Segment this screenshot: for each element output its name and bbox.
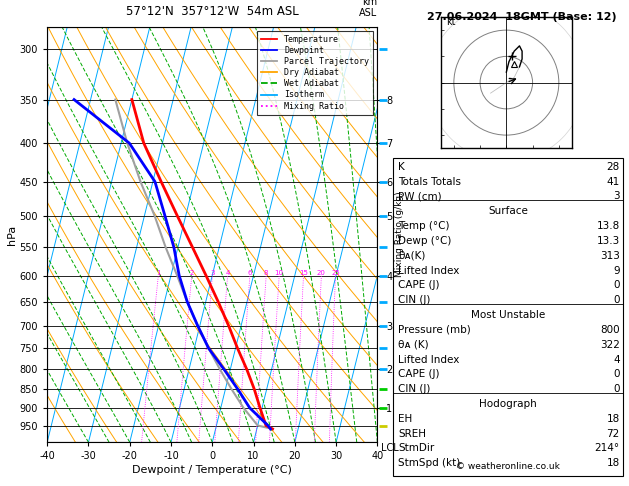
Text: 0: 0 (613, 295, 620, 305)
Text: kt: kt (446, 17, 455, 27)
Text: 3: 3 (210, 270, 214, 276)
Text: CAPE (J): CAPE (J) (398, 369, 440, 380)
Text: 1: 1 (156, 270, 160, 276)
Text: 25: 25 (331, 270, 340, 276)
Text: LCL: LCL (381, 443, 398, 453)
Text: 10: 10 (275, 270, 284, 276)
Text: 28: 28 (606, 162, 620, 172)
Text: Hodograph: Hodograph (479, 399, 537, 409)
Text: PW (cm): PW (cm) (398, 191, 442, 202)
Text: 18: 18 (606, 458, 620, 469)
Text: 4: 4 (613, 354, 620, 364)
Text: K: K (398, 162, 405, 172)
Text: 13.8: 13.8 (596, 221, 620, 231)
Text: Surface: Surface (488, 206, 528, 216)
Text: 0: 0 (613, 384, 620, 394)
Text: © weatheronline.co.uk: © weatheronline.co.uk (456, 462, 560, 471)
Legend: Temperature, Dewpoint, Parcel Trajectory, Dry Adiabat, Wet Adiabat, Isotherm, Mi: Temperature, Dewpoint, Parcel Trajectory… (257, 31, 373, 115)
Text: 13.3: 13.3 (596, 236, 620, 246)
Text: CAPE (J): CAPE (J) (398, 280, 440, 291)
Text: CIN (J): CIN (J) (398, 384, 430, 394)
Text: 214°: 214° (594, 443, 620, 453)
Y-axis label: hPa: hPa (7, 225, 17, 244)
Text: 18: 18 (606, 414, 620, 424)
Text: 6: 6 (248, 270, 252, 276)
Text: Lifted Index: Lifted Index (398, 354, 460, 364)
Text: θᴀ (K): θᴀ (K) (398, 340, 429, 350)
Text: 20: 20 (317, 270, 326, 276)
Text: 8: 8 (264, 270, 269, 276)
Text: CIN (J): CIN (J) (398, 295, 430, 305)
Text: EH: EH (398, 414, 413, 424)
Text: Pressure (mb): Pressure (mb) (398, 325, 471, 335)
Text: 57°12'N  357°12'W  54m ASL: 57°12'N 357°12'W 54m ASL (126, 5, 299, 18)
Text: 15: 15 (299, 270, 308, 276)
Text: Temp (°C): Temp (°C) (398, 221, 450, 231)
Text: Totals Totals: Totals Totals (398, 176, 461, 187)
Text: 9: 9 (613, 265, 620, 276)
Text: SREH: SREH (398, 429, 426, 439)
Text: 27.06.2024  18GMT (Base: 12): 27.06.2024 18GMT (Base: 12) (427, 12, 617, 22)
Text: 800: 800 (600, 325, 620, 335)
Text: 41: 41 (606, 176, 620, 187)
Text: Dewp (°C): Dewp (°C) (398, 236, 452, 246)
Text: StmDir: StmDir (398, 443, 435, 453)
Text: 313: 313 (599, 251, 620, 261)
Text: StmSpd (kt): StmSpd (kt) (398, 458, 460, 469)
Text: 4: 4 (225, 270, 230, 276)
Y-axis label: Mixing Ratio (g/kg): Mixing Ratio (g/kg) (396, 191, 404, 278)
Text: 72: 72 (606, 429, 620, 439)
Text: 322: 322 (599, 340, 620, 350)
Text: θᴀ(K): θᴀ(K) (398, 251, 426, 261)
X-axis label: Dewpoint / Temperature (°C): Dewpoint / Temperature (°C) (132, 466, 292, 475)
Text: 0: 0 (613, 369, 620, 380)
Text: 3: 3 (613, 191, 620, 202)
Text: km
ASL: km ASL (359, 0, 377, 18)
Text: Lifted Index: Lifted Index (398, 265, 460, 276)
Text: 2: 2 (189, 270, 194, 276)
Text: 0: 0 (613, 280, 620, 291)
Text: Most Unstable: Most Unstable (470, 310, 545, 320)
